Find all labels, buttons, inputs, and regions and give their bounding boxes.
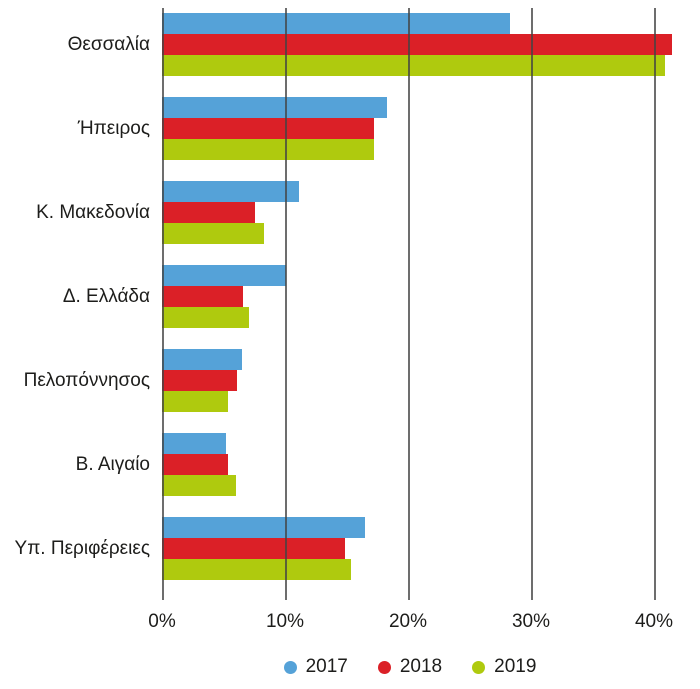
- bar-2018-7: [162, 538, 346, 559]
- gridline-10%: [285, 8, 287, 600]
- bar-2017-6: [162, 433, 226, 454]
- bar-2018-3: [162, 202, 256, 223]
- category-label-7: Υπ. Περιφέρειες: [14, 537, 150, 559]
- bar-2019-5: [162, 391, 229, 412]
- category-label-6: Β. Αιγαίο: [75, 453, 150, 475]
- legend-dot-icon-2017: [283, 660, 297, 674]
- bar-2017-5: [162, 349, 242, 370]
- bar-2018-1: [162, 34, 673, 55]
- category-label-5: Πελοπόννησος: [23, 369, 150, 391]
- bar-2019-6: [162, 475, 236, 496]
- bar-2019-3: [162, 223, 265, 244]
- category-label-1: Θεσσαλία: [67, 33, 150, 55]
- bar-2019-2: [162, 139, 374, 160]
- category-label-3: Κ. Μακεδονία: [36, 201, 150, 223]
- x-tick-label-30%: 30%: [511, 611, 551, 632]
- x-tick-label-0%: 0%: [148, 611, 176, 632]
- legend-item-2017: 2017: [283, 655, 348, 679]
- gridline-20%: [408, 8, 410, 600]
- bar-2019-4: [162, 307, 250, 328]
- gridline-0%: [162, 8, 164, 600]
- bar-2019-1: [162, 55, 666, 76]
- y-axis-category-labels: Θεσσαλία Ήπειρος Κ. Μακεδονία Δ. Ελλάδα Πελο…: [0, 0, 150, 640]
- gridline-40%: [654, 8, 656, 600]
- x-axis: 0% 10% 20% 30% 40%: [0, 610, 700, 640]
- x-tick-label-20%: 20%: [388, 611, 428, 632]
- bar-2018-6: [162, 454, 229, 475]
- bar-2019-7: [162, 559, 352, 580]
- legend-dot-icon-2019: [472, 660, 486, 674]
- bar-2018-2: [162, 118, 374, 139]
- x-tick-label-10%: 10%: [265, 611, 305, 632]
- bar-2017-1: [162, 13, 511, 34]
- legend: 2017 2018 2019: [130, 655, 690, 679]
- bar-2017-7: [162, 517, 365, 538]
- bar-2017-4: [162, 265, 287, 286]
- gridline-30%: [531, 8, 533, 600]
- legend-label-2017: 2017: [305, 656, 348, 677]
- legend-label-2018: 2018: [399, 656, 443, 677]
- legend-label-2019: 2019: [494, 656, 537, 677]
- bar-2017-3: [162, 181, 299, 202]
- category-label-2: Ήπειρος: [77, 117, 150, 139]
- legend-dot-icon-2018: [377, 660, 391, 674]
- legend-item-2018: 2018: [377, 655, 443, 679]
- category-label-4: Δ. Ελλάδα: [62, 285, 150, 307]
- legend-item-2019: 2019: [472, 655, 536, 679]
- plot-area: [162, 8, 692, 600]
- x-tick-label-40%: 40%: [634, 611, 674, 632]
- bar-2018-4: [162, 286, 244, 307]
- bar-2018-5: [162, 370, 238, 391]
- bar-2017-2: [162, 97, 388, 118]
